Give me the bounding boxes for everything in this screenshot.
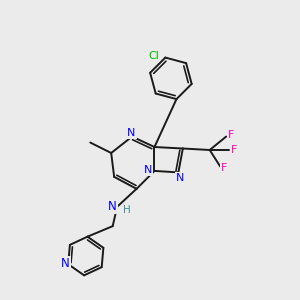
Text: Cl: Cl: [148, 51, 159, 61]
Text: F: F: [220, 163, 227, 173]
Text: N: N: [108, 200, 117, 213]
Text: N: N: [176, 173, 184, 183]
Text: N: N: [61, 257, 70, 270]
Text: H: H: [123, 205, 130, 215]
Text: N: N: [144, 165, 152, 175]
Text: F: F: [230, 145, 237, 155]
Text: F: F: [227, 130, 234, 140]
Text: N: N: [127, 128, 136, 138]
